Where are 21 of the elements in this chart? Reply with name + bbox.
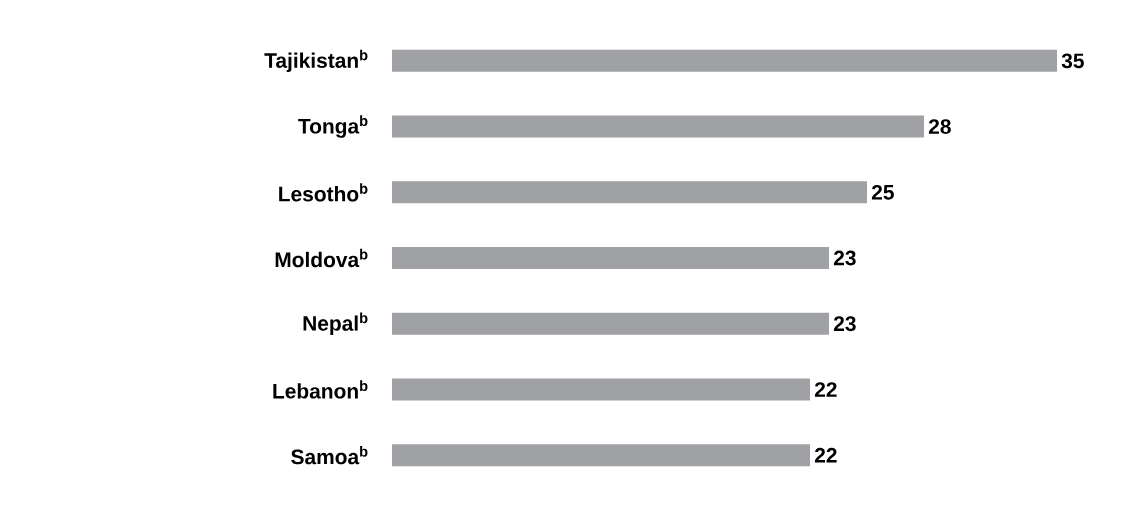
bar (392, 312, 830, 335)
bar (392, 115, 925, 138)
bar (392, 378, 811, 401)
bar (392, 444, 811, 467)
y-tick-label: Lebanon$^{b}$ (273, 380, 368, 399)
data-label: 22 (814, 447, 837, 463)
data-label: 28 (928, 119, 951, 134)
data-label: 35 (1061, 53, 1084, 69)
data-label: 22 (814, 382, 837, 397)
data-label: 25 (871, 184, 894, 200)
y-tick-label: Lesotho$^{b}$ (279, 183, 368, 202)
bar (392, 247, 830, 269)
data-label: 23 (833, 316, 856, 332)
y-tick-label: Nepal$^{b}$ (303, 312, 368, 335)
bar (392, 49, 1058, 72)
y-tick-label: Samoa$^{b}$ (291, 445, 368, 465)
y-tick-label: Tajikistan$^{b}$ (264, 49, 368, 73)
data-label: 23 (833, 250, 856, 266)
bar (392, 181, 868, 204)
y-tick-label: Moldova$^{b}$ (275, 248, 368, 268)
y-tick-label: Tonga$^{b}$ (298, 115, 368, 138)
